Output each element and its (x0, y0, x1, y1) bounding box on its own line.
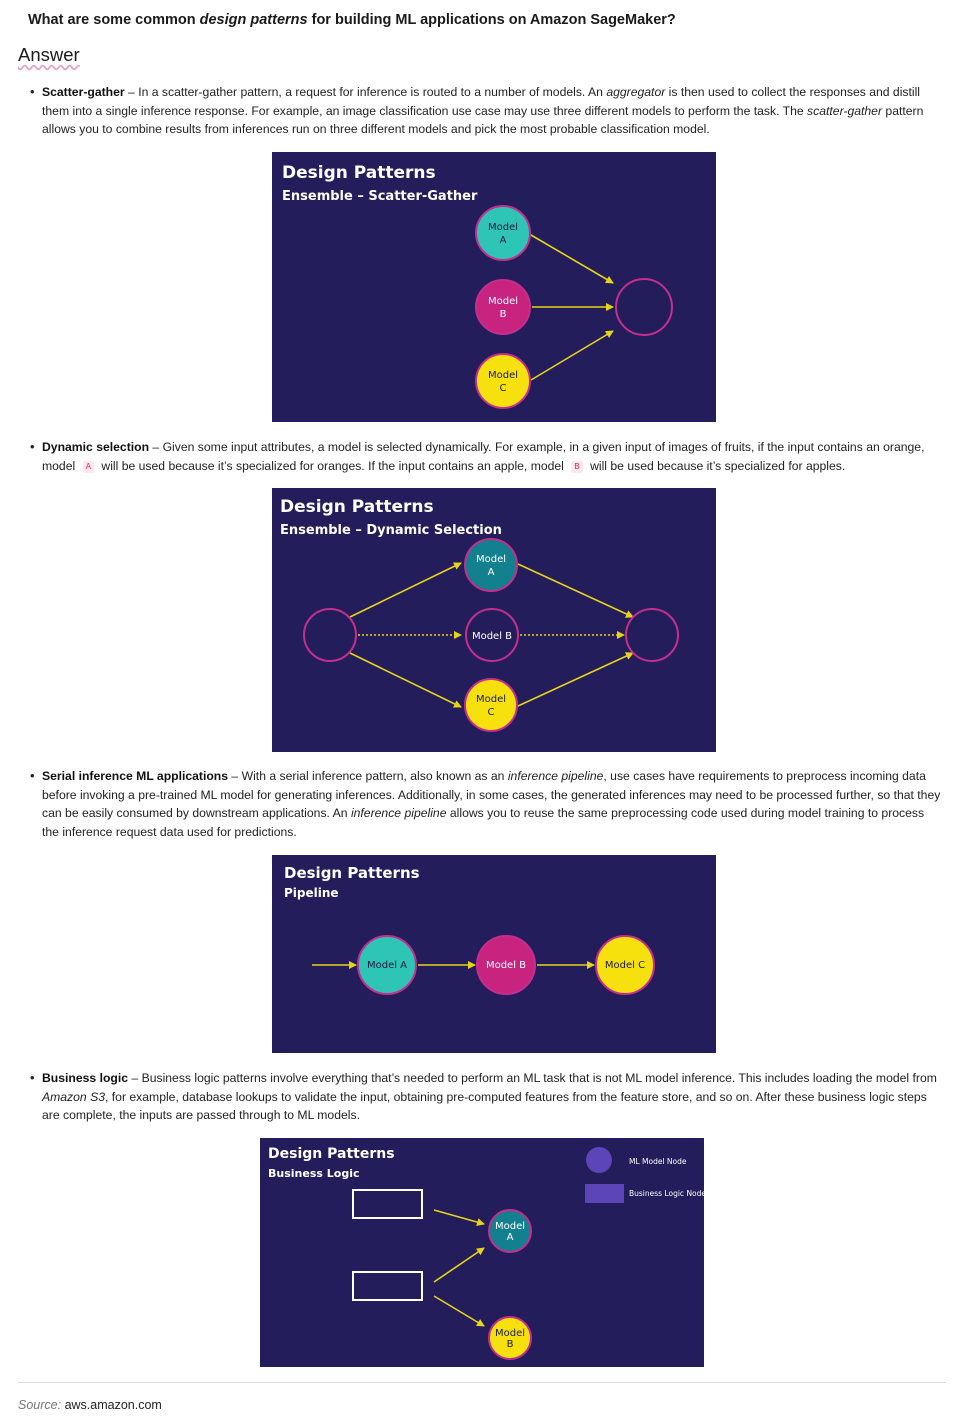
answer-heading: Answer (18, 44, 80, 65)
dynamic-selection-diagram: Design Patterns Ensemble – Dynamic Selec… (272, 488, 716, 752)
scatter-gather-diagram: Design Patterns Ensemble – Scatter-Gathe… (272, 152, 716, 422)
node-label: Model B (486, 960, 526, 971)
diagram-subtitle: Ensemble – Dynamic Selection (280, 523, 502, 538)
model-c-node (475, 353, 531, 409)
model-b-node (465, 608, 519, 662)
scatter-gather-item: Scatter-gather – In a scatter-gather pat… (30, 83, 944, 139)
arrow (349, 562, 462, 618)
node-label: A (488, 567, 495, 578)
model-a-node (464, 538, 518, 592)
node-label: B (500, 309, 507, 320)
dynamic-selection-item: Dynamic selection – Given some input att… (30, 438, 944, 475)
business-logic-box (352, 1271, 423, 1301)
node-label: A (500, 235, 507, 246)
serial-inference-item: Serial inference ML applications – With … (30, 767, 944, 841)
arrow (530, 330, 614, 381)
model-b-node (476, 935, 536, 995)
source-link[interactable]: aws.amazon.com (64, 1398, 162, 1412)
node-label: Model (495, 1221, 525, 1232)
node-label: Model (495, 1328, 525, 1339)
node-label: Model B (472, 631, 512, 642)
model-b-node (488, 1316, 532, 1360)
model-b-node (475, 279, 531, 335)
output-node (625, 608, 679, 662)
node-label: C (500, 383, 507, 394)
node-label: Model C (605, 960, 645, 971)
diagram-subtitle: Ensemble – Scatter-Gather (282, 189, 478, 204)
arrow (530, 234, 614, 284)
arrow (517, 563, 634, 618)
node-label: C (488, 707, 495, 718)
node-label: Model A (367, 960, 407, 971)
node-label: A (507, 1232, 514, 1243)
arrow (349, 652, 462, 708)
node-label: Model (476, 694, 506, 705)
node-label: Model (488, 222, 518, 233)
node-label: Model (476, 554, 506, 565)
legend-node-swatch (586, 1147, 612, 1173)
business-logic-diagram: Design Patterns Business Logic ML Model … (260, 1138, 704, 1367)
node-label: Model (488, 296, 518, 307)
pipeline-diagram: Design Patterns Pipeline Model A Model B… (272, 855, 716, 1053)
model-a-node (475, 205, 531, 261)
diagram-title: Design Patterns (268, 1146, 395, 1162)
model-c-node (595, 935, 655, 995)
diagram-subtitle: Business Logic (268, 1167, 359, 1180)
model-a-node (357, 935, 417, 995)
node-label: B (507, 1339, 514, 1350)
diagram-subtitle: Pipeline (284, 886, 339, 900)
input-node (303, 608, 357, 662)
arrow (433, 1295, 485, 1327)
footer-divider (18, 1382, 946, 1383)
question-heading: What are some common design patterns for… (28, 12, 676, 28)
arrow (517, 652, 634, 707)
source-line: Source: aws.amazon.com (18, 1398, 162, 1412)
arrow (433, 1247, 485, 1283)
diagram-title: Design Patterns (282, 163, 436, 183)
legend-logic-label: Business Logic Node (629, 1189, 704, 1198)
legend-logic-swatch (585, 1184, 624, 1203)
business-logic-item: Business logic – Business logic patterns… (30, 1069, 944, 1125)
business-logic-box (352, 1189, 423, 1219)
model-a-node (488, 1209, 532, 1253)
node-label: Model (488, 370, 518, 381)
model-c-node (464, 678, 518, 732)
aggregator-node (615, 278, 673, 336)
diagram-title: Design Patterns (280, 497, 434, 517)
arrow (433, 1209, 485, 1226)
legend-node-label: ML Model Node (629, 1157, 687, 1166)
diagram-title: Design Patterns (284, 864, 420, 882)
